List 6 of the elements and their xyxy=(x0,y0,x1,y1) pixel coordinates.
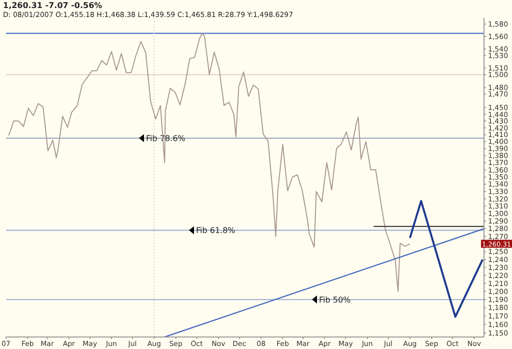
ref-line-label: Fib 61.8% xyxy=(196,226,236,236)
ref-line-label: Fib 78.6% xyxy=(146,134,186,144)
line-series xyxy=(8,32,410,292)
chart-title: 1,260.31 -7.07 -0.56% xyxy=(3,1,102,10)
ref-line-label: Fib 50% xyxy=(319,296,352,305)
line-series xyxy=(408,200,484,318)
